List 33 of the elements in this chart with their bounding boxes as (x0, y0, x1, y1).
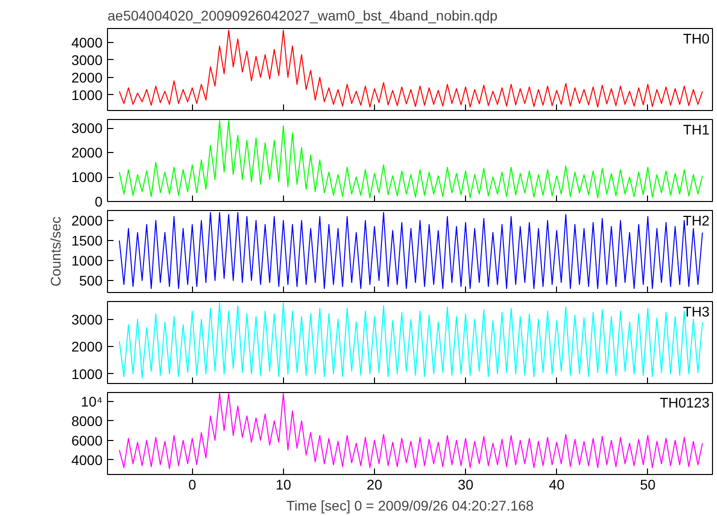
x-tick-label: 10 (276, 476, 292, 492)
x-tick-label: 20 (366, 476, 382, 492)
y-tick-label: 10⁴ (80, 393, 103, 410)
x-tick-label: 0 (188, 476, 196, 492)
y-tick-label: 2000 (71, 338, 103, 355)
x-axis-title: Time [sec] 0 = 2009/09/26 04:20:27.168 (286, 498, 534, 514)
x-tick-label: 50 (640, 476, 656, 492)
y-tick-label: 500 (79, 272, 103, 288)
y-tick-label: 3000 (71, 311, 103, 328)
text: TH1 (683, 122, 710, 138)
y-tick-label: 1000 (71, 366, 103, 382)
y-tick-label: 1000 (71, 252, 103, 268)
y-tick-label: 4000 (71, 452, 103, 468)
text: TH0 (683, 30, 710, 46)
y-tick-label: 2000 (71, 144, 103, 161)
x-tick-label: 40 (548, 476, 565, 492)
y-tick-label: 6000 (71, 432, 103, 448)
y-tick-label: 2000 (71, 212, 103, 228)
series-label: TH2 (683, 212, 710, 228)
x-tick-label: 30 (458, 476, 474, 492)
y-tick-label: 1000 (71, 86, 103, 103)
y-tick-label: 0 (94, 194, 103, 210)
series-label: TH3 (683, 304, 710, 320)
y-tick-label: 1500 (71, 232, 103, 248)
y-tick-label: 4000 (71, 34, 103, 50)
series-label: TH0123 (660, 394, 710, 410)
y-tick-label: 3000 (71, 120, 103, 136)
y-axis-title: Counts/sec (47, 216, 64, 287)
chart-title: ae504004020_20090926042027_wam0_bst_4band_nobin.qdp (108, 8, 498, 24)
y-tick-label: 2000 (71, 69, 103, 86)
y-tick-label: 8000 (71, 412, 103, 429)
y-tick-label: 3000 (71, 52, 103, 68)
y-tick-label: 1000 (71, 169, 103, 186)
